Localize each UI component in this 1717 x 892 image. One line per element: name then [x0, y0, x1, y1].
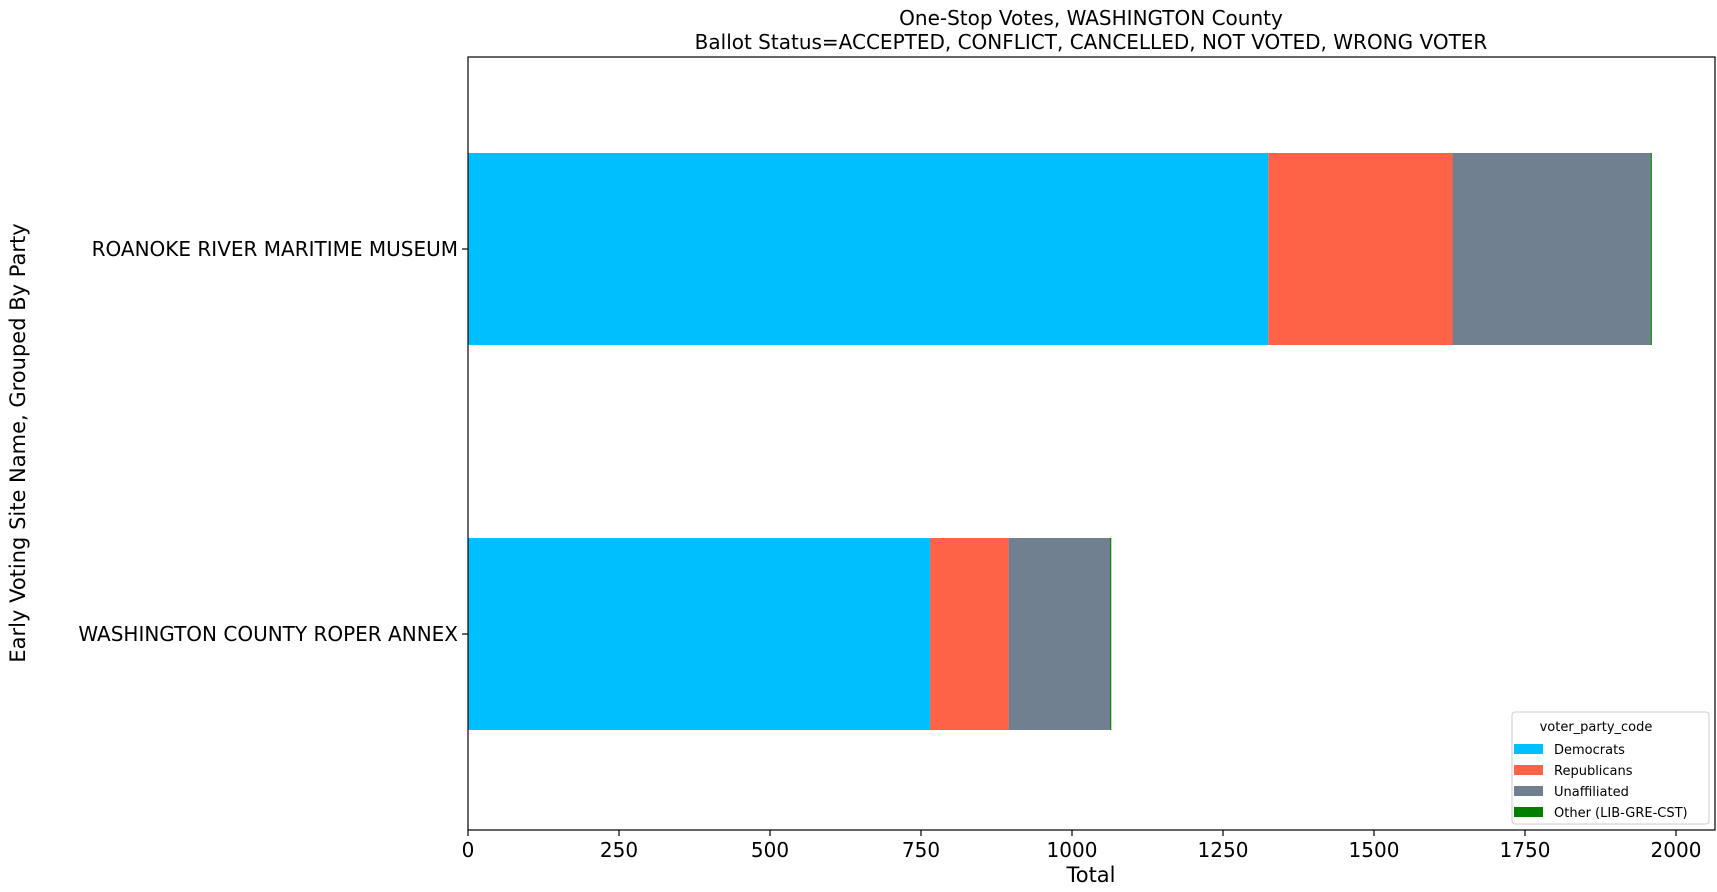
y-axis-label: Early Voting Site Name, Grouped By Party	[6, 223, 30, 662]
x-tick-label: 500	[751, 838, 789, 862]
legend-swatch-unaffiliated	[1514, 786, 1543, 796]
bar-other-lib-gre-cst-washington-county-roper-annex	[1110, 538, 1112, 730]
legend-box	[1511, 711, 1710, 825]
bars-layer	[468, 153, 1652, 730]
bar-democrats-washington-county-roper-annex	[468, 538, 931, 730]
x-tick-label: 250	[600, 838, 638, 862]
legend-swatch-democrats	[1514, 744, 1543, 754]
legend-label-republicans: Republicans	[1554, 764, 1633, 779]
x-tick-label: 0	[462, 838, 475, 862]
x-tick-label: 1500	[1349, 838, 1400, 862]
legend: voter_party_code Democrats Republicans Una…	[1511, 711, 1710, 825]
legend-swatch-republicans	[1514, 765, 1543, 775]
bar-other-lib-gre-cst-roanoke-river-maritime-museum	[1650, 153, 1652, 345]
x-tick-label: 2000	[1651, 838, 1702, 862]
bar-republicans-washington-county-roper-annex	[930, 538, 1009, 730]
legend-swatch-other-lib-gre-cst	[1514, 807, 1543, 817]
y-tick-label: WASHINGTON COUNTY ROPER ANNEX	[78, 622, 458, 646]
bar-unaffiliated-roanoke-river-maritime-museum	[1452, 153, 1651, 345]
legend-label-unaffiliated: Unaffiliated	[1554, 785, 1629, 800]
y-axis-ticks: ROANOKE RIVER MARITIME MUSEUM WASHINGTON …	[78, 237, 468, 646]
plot-frame	[467, 56, 1716, 831]
x-axis-ticks: 0 250 500 750 1000 1250 1500 1750 2000	[462, 830, 1702, 862]
legend-label-democrats: Democrats	[1554, 743, 1625, 758]
chart-subtitle: Ballot Status=ACCEPTED, CONFLICT, CANCEL…	[695, 30, 1488, 54]
y-tick-label: ROANOKE RIVER MARITIME MUSEUM	[92, 237, 458, 261]
x-tick-label: 1250	[1198, 838, 1249, 862]
x-tick-label: 1750	[1500, 838, 1551, 862]
legend-label-other-lib-gre-cst: Other (LIB-GRE-CST)	[1554, 806, 1688, 821]
bar-republicans-roanoke-river-maritime-museum	[1268, 153, 1453, 345]
chart-title: One-Stop Votes, WASHINGTON County	[899, 6, 1283, 30]
bar-unaffiliated-washington-county-roper-annex	[1008, 538, 1111, 730]
legend-title: voter_party_code	[1540, 720, 1653, 735]
x-tick-label: 750	[902, 838, 940, 862]
bar-democrats-roanoke-river-maritime-museum	[468, 153, 1269, 345]
legend-items: Democrats Republicans Unaffiliated Other (L…	[1514, 743, 1688, 821]
x-tick-label: 1000	[1047, 838, 1098, 862]
x-axis-label: Total	[1065, 863, 1115, 887]
